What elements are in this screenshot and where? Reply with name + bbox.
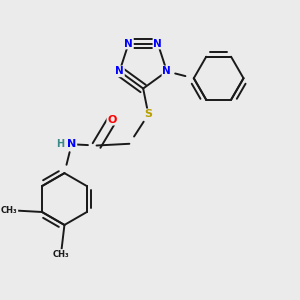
Text: N: N — [67, 139, 76, 149]
Text: N: N — [163, 66, 171, 76]
Text: CH₃: CH₃ — [53, 250, 69, 259]
Text: S: S — [144, 110, 152, 119]
Text: CH₃: CH₃ — [1, 206, 17, 215]
Text: O: O — [107, 115, 117, 124]
Text: N: N — [115, 66, 124, 76]
Text: H: H — [56, 139, 64, 149]
Text: N: N — [124, 38, 133, 49]
Text: N: N — [153, 38, 162, 49]
